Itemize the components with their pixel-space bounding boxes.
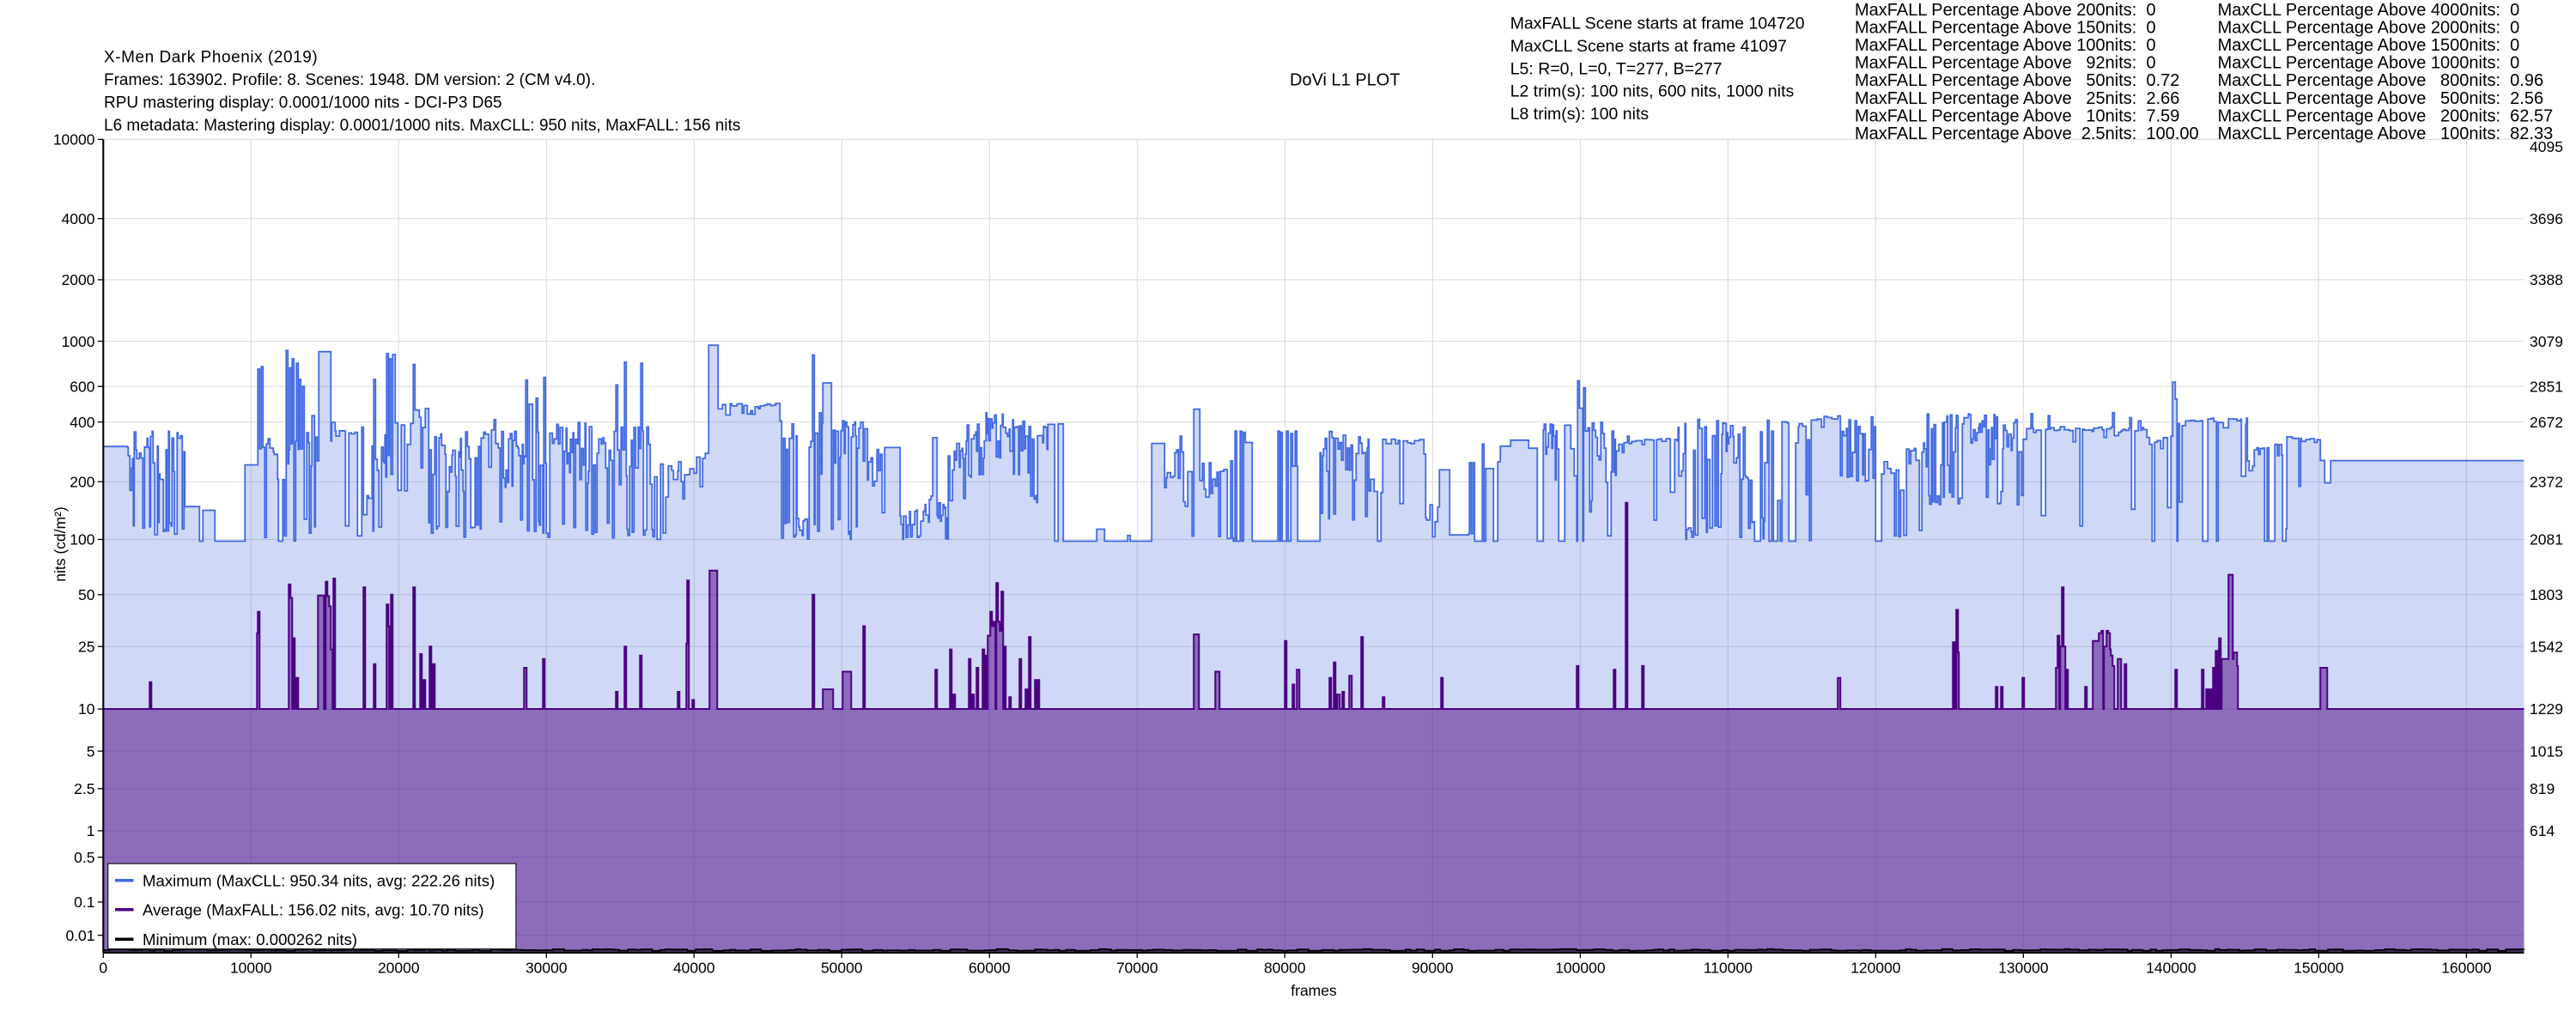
svg-text:2672: 2672: [2530, 414, 2563, 431]
svg-text:2081: 2081: [2530, 531, 2563, 548]
svg-text:L8 trim(s): 100 nits: L8 trim(s): 100 nits: [1510, 105, 1649, 124]
svg-text:L5: R=0, L=0, T=277, B=277: L5: R=0, L=0, T=277, B=277: [1510, 59, 1722, 78]
svg-text:1229: 1229: [2530, 700, 2563, 718]
svg-text:25: 25: [78, 638, 94, 655]
svg-text:2.5: 2.5: [74, 780, 94, 797]
svg-text:40000: 40000: [673, 960, 715, 977]
svg-text:3696: 3696: [2530, 210, 2563, 227]
svg-text:MaxFALL Percentage Above 50n: MaxFALL Percentage Above 50nits: 0.72: [1855, 71, 2179, 90]
svg-text:1015: 1015: [2530, 742, 2563, 760]
svg-text:MaxCLL Percentage Above 500n: MaxCLL Percentage Above 500nits: 2.56: [2218, 89, 2544, 108]
svg-text:110000: 110000: [1704, 960, 1753, 977]
svg-text:1000: 1000: [62, 333, 95, 350]
svg-text:200: 200: [70, 473, 94, 490]
svg-text:X-Men Dark Phoenix (2019): X-Men Dark Phoenix (2019): [104, 49, 318, 67]
svg-text:MaxCLL Percentage Above 4000ni: MaxCLL Percentage Above 4000nits: 0: [2218, 1, 2520, 20]
svg-text:0.5: 0.5: [74, 849, 94, 866]
svg-text:MaxCLL Percentage Above 100n: MaxCLL Percentage Above 100nits: 82.33: [2218, 124, 2554, 143]
svg-text:MaxCLL Percentage Above 200n: MaxCLL Percentage Above 200nits: 62.57: [2218, 106, 2554, 125]
svg-text:L6 metadata: Mastering display: L6 metadata: Mastering display: 0.0001/1…: [104, 117, 740, 135]
svg-text:MaxFALL Percentage Above 10n: MaxFALL Percentage Above 10nits: 7.59: [1855, 106, 2179, 125]
svg-text:RPU mastering display: 0.0001/: RPU mastering display: 0.0001/1000 nits …: [104, 94, 502, 112]
svg-text:600: 600: [70, 378, 94, 395]
svg-text:819: 819: [2530, 780, 2555, 797]
svg-text:1803: 1803: [2530, 586, 2563, 603]
svg-text:130000: 130000: [1998, 960, 2049, 977]
svg-text:MaxFALL Percentage Above 200ni: MaxFALL Percentage Above 200nits: 0: [1855, 1, 2156, 20]
svg-text:MaxCLL Scene starts at frame 4: MaxCLL Scene starts at frame 41097: [1510, 37, 1787, 56]
svg-text:70000: 70000: [1116, 960, 1158, 977]
svg-text:2372: 2372: [2530, 473, 2563, 490]
svg-text:MaxCLL Percentage Above 1000ni: MaxCLL Percentage Above 1000nits: 0: [2218, 54, 2520, 73]
svg-text:10: 10: [78, 700, 95, 718]
svg-text:Maximum (MaxCLL: 950.34 nits,: Maximum (MaxCLL: 950.34 nits, avg: 222.2…: [143, 872, 495, 890]
svg-text:MaxFALL Percentage Above 25n: MaxFALL Percentage Above 25nits: 2.66: [1855, 89, 2179, 108]
svg-text:30000: 30000: [526, 960, 568, 977]
svg-text:MaxFALL Percentage Above 150ni: MaxFALL Percentage Above 150nits: 0: [1855, 18, 2156, 37]
svg-text:nits (cd/m²): nits (cd/m²): [52, 506, 69, 582]
svg-text:MaxFALL Scene starts at frame: MaxFALL Scene starts at frame 104720: [1510, 15, 1805, 33]
svg-text:50: 50: [78, 586, 95, 603]
svg-text:2851: 2851: [2530, 378, 2563, 395]
svg-text:120000: 120000: [1850, 960, 1901, 977]
svg-text:MaxFALL Percentage Above 2.5n: MaxFALL Percentage Above 2.5nits: 100.00: [1855, 124, 2199, 143]
svg-text:10000: 10000: [230, 960, 272, 977]
svg-text:50000: 50000: [821, 960, 863, 977]
svg-text:60000: 60000: [969, 960, 1011, 977]
svg-text:614: 614: [2530, 822, 2555, 839]
svg-text:MaxCLL Percentage Above 2000ni: MaxCLL Percentage Above 2000nits: 0: [2218, 18, 2520, 37]
svg-text:90000: 90000: [1412, 960, 1454, 977]
svg-text:0.1: 0.1: [74, 894, 94, 911]
svg-text:0: 0: [99, 960, 107, 977]
svg-text:100: 100: [70, 531, 94, 548]
svg-text:L2 trim(s): 100 nits, 600 nits: L2 trim(s): 100 nits, 600 nits, 1000 nit…: [1510, 82, 1795, 101]
svg-text:1: 1: [87, 822, 95, 839]
svg-text:150000: 150000: [2293, 960, 2344, 977]
svg-text:4000: 4000: [62, 210, 95, 227]
svg-text:5: 5: [87, 742, 95, 760]
svg-text:MaxCLL Percentage Above 1500ni: MaxCLL Percentage Above 1500nits: 0: [2218, 36, 2520, 55]
svg-text:2000: 2000: [62, 271, 95, 288]
svg-text:20000: 20000: [378, 960, 420, 977]
svg-text:140000: 140000: [2146, 960, 2196, 977]
svg-text:100000: 100000: [1555, 960, 1606, 977]
svg-text:MaxFALL Percentage Above 92n: MaxFALL Percentage Above 92nits: 0: [1855, 54, 2156, 73]
svg-text:frames: frames: [1291, 982, 1337, 999]
svg-text:10000: 10000: [53, 131, 95, 148]
svg-text:1542: 1542: [2530, 638, 2563, 655]
svg-text:Average (MaxFALL: 156.02 nits,: Average (MaxFALL: 156.02 nits, avg: 10.7…: [143, 901, 484, 919]
svg-text:Frames: 163902. Profile: 8. Sc: Frames: 163902. Profile: 8. Scenes: 1948…: [104, 71, 595, 89]
svg-text:0.01: 0.01: [65, 927, 94, 944]
svg-text:MaxCLL Percentage Above 800n: MaxCLL Percentage Above 800nits: 0.96: [2218, 71, 2544, 90]
svg-text:400: 400: [70, 414, 94, 431]
svg-text:4095: 4095: [2530, 138, 2563, 155]
svg-text:Minimum (max: 0.000262 nits): Minimum (max: 0.000262 nits): [143, 930, 357, 948]
svg-text:3388: 3388: [2530, 271, 2563, 288]
svg-text:MaxFALL Percentage Above 100ni: MaxFALL Percentage Above 100nits: 0: [1855, 36, 2156, 55]
svg-text:DoVi L1 PLOT: DoVi L1 PLOT: [1290, 71, 1400, 90]
svg-text:80000: 80000: [1264, 960, 1306, 977]
svg-text:3079: 3079: [2530, 333, 2563, 350]
svg-text:160000: 160000: [2441, 960, 2492, 977]
